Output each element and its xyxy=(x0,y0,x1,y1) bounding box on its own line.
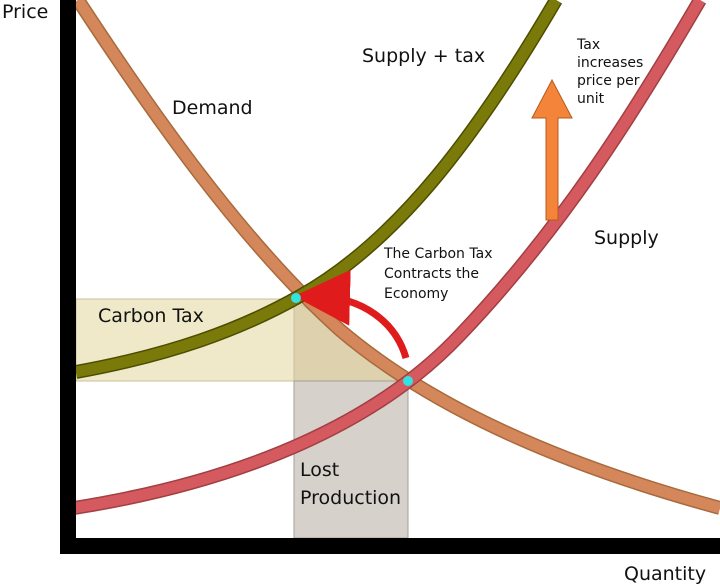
contracts-note-line1: The Carbon Tax xyxy=(383,246,492,262)
market-equilibrium-point xyxy=(403,376,413,386)
lost-production-label-line2: Production xyxy=(300,487,401,509)
lost-production-region xyxy=(293,380,409,539)
tax-note-line4: unit xyxy=(577,91,605,107)
supply-label: Supply xyxy=(594,227,659,249)
lost-production-label-line1: Lost xyxy=(300,459,339,481)
tax-arrow-icon xyxy=(531,78,573,221)
supply-curve-fill xyxy=(73,0,705,514)
x-axis-label: Quantity xyxy=(624,563,706,584)
contracts-note-line3: Economy xyxy=(384,286,448,302)
supply-tax-label: Supply + tax xyxy=(362,45,485,67)
demand-curve-fill xyxy=(73,0,720,514)
tax-note-line3: price per xyxy=(577,73,640,89)
contracts-arrow-icon xyxy=(294,269,410,360)
carbon-tax-label: Carbon Tax xyxy=(98,305,204,327)
x-axis xyxy=(60,538,720,554)
tax-note-line1: Tax xyxy=(576,37,600,53)
demand-label: Demand xyxy=(172,97,253,119)
contracts-note-line2: Contracts the xyxy=(384,266,479,282)
y-axis xyxy=(60,0,76,552)
y-axis-label: Price xyxy=(2,1,48,23)
tax-note-line2: increases xyxy=(577,55,643,71)
tax-equilibrium-point xyxy=(291,293,301,303)
